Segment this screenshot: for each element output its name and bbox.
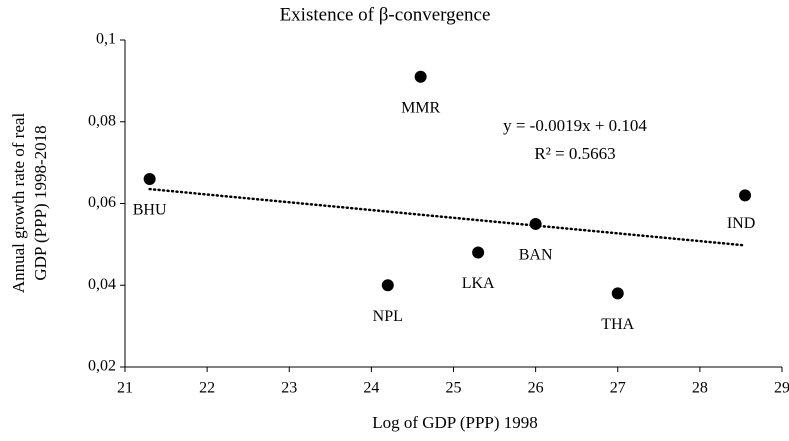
y-tick-label: 0,06	[88, 194, 116, 211]
point	[529, 217, 542, 230]
x-tick-label: 27	[610, 380, 626, 397]
x-axis-label: Log of GDP (PPP) 1998	[372, 413, 538, 432]
y-axis-label: Annual growth rate of real	[9, 113, 28, 294]
y-tick-label: 0,04	[88, 276, 116, 293]
x-tick-label: 23	[281, 380, 297, 397]
point-label: BHU	[133, 202, 167, 219]
y-tick-label: 0,1	[96, 31, 116, 48]
point	[143, 172, 156, 185]
point-label: MMR	[401, 99, 440, 116]
point	[611, 287, 624, 300]
trend-r2: R² = 0.5663	[534, 144, 615, 163]
point-label: NPL	[373, 308, 403, 325]
point	[472, 246, 485, 259]
x-tick-label: 21	[117, 380, 133, 397]
y-axis-label: GDP (PPP) 1998-2018	[31, 125, 50, 280]
chart-title: Existence of β-convergence	[280, 4, 491, 25]
x-tick-label: 22	[199, 380, 215, 397]
x-tick-label: 26	[528, 380, 544, 397]
y-tick-label: 0,08	[88, 112, 116, 129]
x-tick-label: 28	[692, 380, 708, 397]
x-tick-label: 29	[774, 380, 789, 397]
point-label: IND	[727, 215, 755, 232]
trendline	[148, 187, 747, 247]
point	[414, 70, 427, 83]
point-label: BAN	[519, 247, 553, 264]
trend-equation: y = -0.0019x + 0.104	[503, 116, 647, 135]
y-tick-label: 0,02	[88, 358, 116, 375]
point-label: LKA	[462, 275, 495, 292]
point	[381, 279, 394, 292]
point-label: THA	[601, 316, 634, 333]
x-tick-label: 24	[363, 380, 379, 397]
point	[739, 189, 752, 202]
x-tick-label: 25	[446, 380, 462, 397]
